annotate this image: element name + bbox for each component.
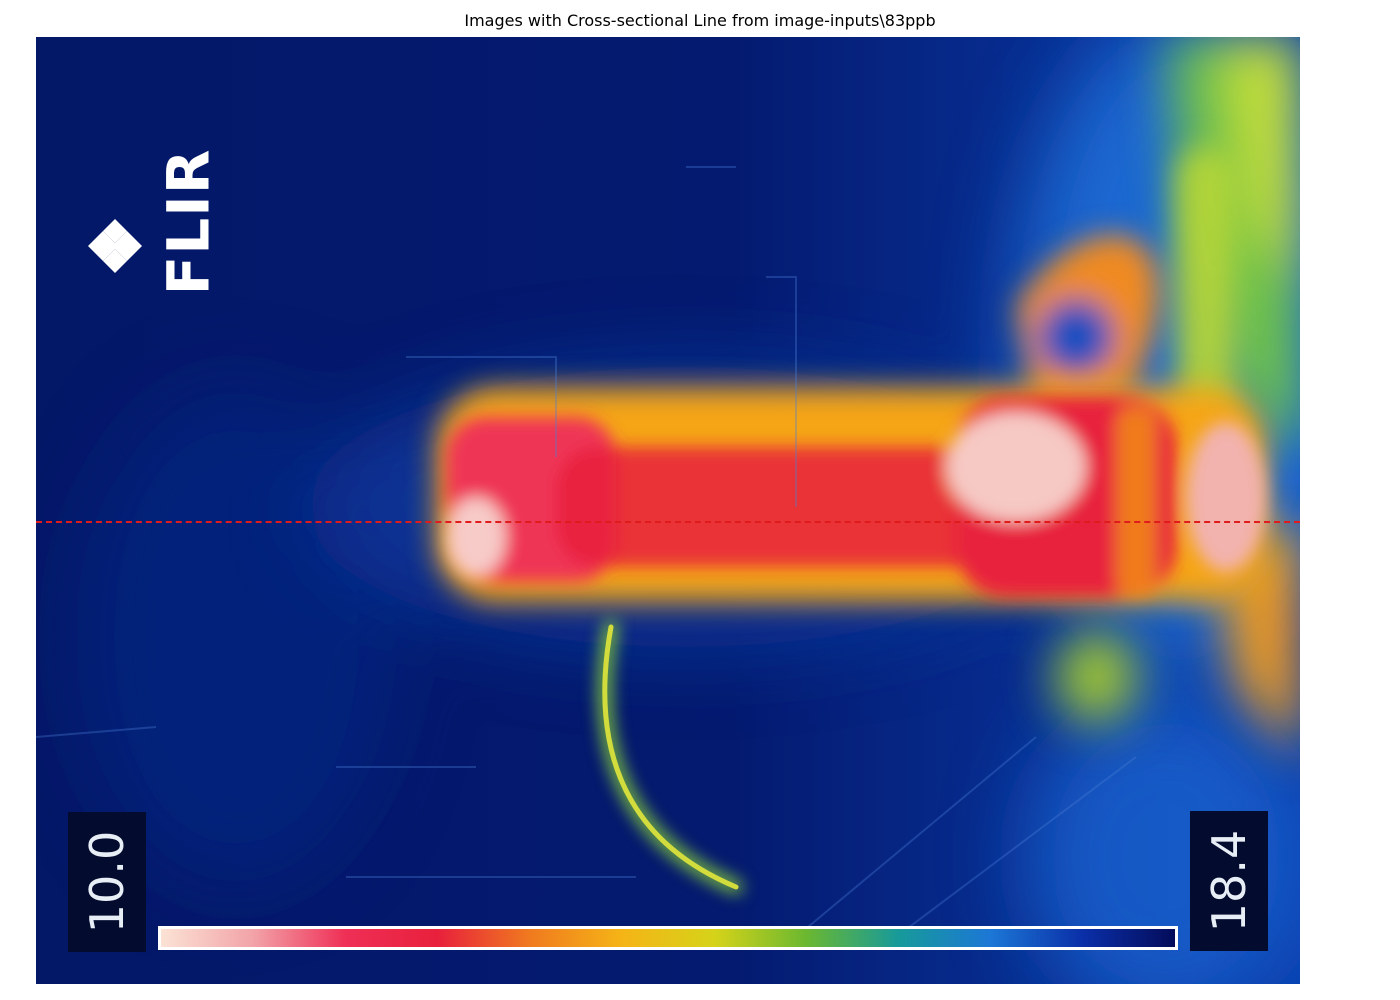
cross-sectional-line — [36, 521, 1300, 523]
temperature-min-label-box: 10.0 — [68, 812, 146, 952]
color-palette-bar — [158, 926, 1178, 950]
thermal-image: FLIR 10.0 18.4 — [36, 37, 1300, 984]
temperature-min-label: 10.0 — [80, 830, 134, 934]
thermal-scene — [36, 37, 1300, 984]
figure-title: Images with Cross-sectional Line from im… — [464, 11, 936, 30]
flir-logo: FLIR — [80, 89, 222, 295]
temperature-max-label-box: 18.4 — [1190, 811, 1268, 951]
temperature-max-label: 18.4 — [1202, 829, 1256, 933]
flir-diamond-icon — [88, 219, 142, 273]
flir-wordmark: FLIR — [154, 148, 223, 296]
